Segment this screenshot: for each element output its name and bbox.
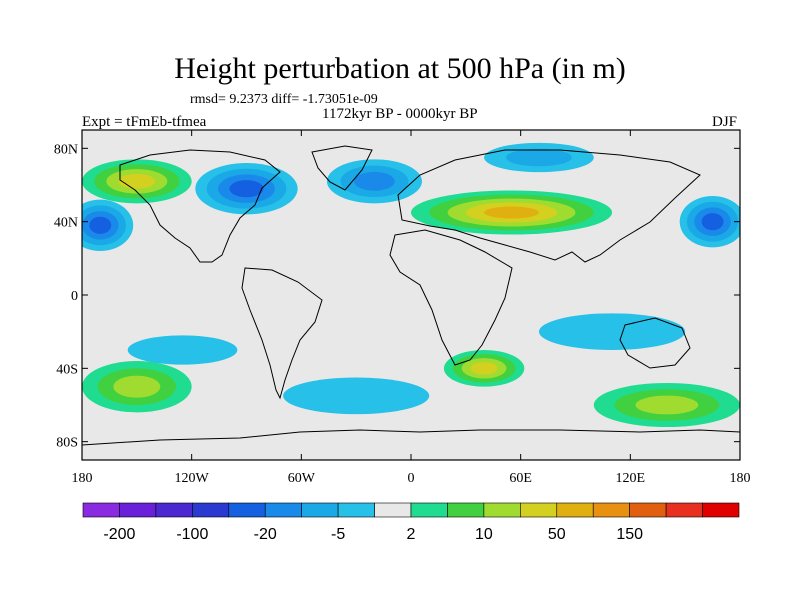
chart-title: Height perturbation at 500 hPa (in m)	[174, 52, 626, 85]
anomaly-australia-low	[538, 313, 686, 350]
anomaly-eurasia-high	[411, 190, 613, 235]
colorbar-swatch	[119, 502, 157, 518]
anomaly-north-america-low	[195, 163, 298, 215]
colorbar-label: -20	[254, 526, 277, 543]
anomaly-contour-band	[89, 216, 112, 234]
colorbar-swatch	[447, 502, 485, 518]
anomaly-contour-band	[118, 174, 156, 189]
axis-ticks: 180 120W 60W 0 60E 120E 180 80N 40N 0 40S 80S	[54, 130, 751, 486]
y-tick-label: 80S	[56, 436, 78, 451]
colorbar-swatch	[228, 502, 266, 518]
anomaly-south-pacific-low	[127, 335, 238, 365]
antarctica-coastline	[82, 429, 740, 446]
anomaly-contour-band	[283, 377, 430, 415]
x-tick-label: 60E	[509, 471, 532, 486]
anomaly-contour-band	[113, 375, 161, 398]
anomaly-contour-band	[127, 335, 238, 365]
anomaly-contour-band	[484, 206, 539, 219]
colorbar-swatch	[301, 502, 339, 518]
x-tick-label: 0	[408, 471, 415, 486]
season-label: DJF	[712, 114, 738, 130]
x-tick-label: 120W	[175, 471, 210, 486]
colorbar-swatch	[192, 502, 230, 518]
experiment-label: Expt = tFmEb-tfmea	[82, 114, 207, 130]
y-tick-label: 40N	[54, 216, 78, 231]
anomaly-north-pacific-low	[82, 199, 134, 251]
colorbar-swatch	[665, 502, 703, 518]
colorbar-swatch	[592, 502, 630, 518]
anomaly-southern-ocean-high	[593, 383, 740, 427]
anomaly-west-pacific-low	[679, 196, 740, 248]
anomaly-north-atlantic-low	[326, 159, 422, 204]
colorbar-swatch	[702, 502, 740, 518]
colorbar-swatch	[629, 502, 667, 518]
greenland-coastline	[311, 145, 373, 191]
y-tick-label: 0	[71, 289, 78, 304]
colorbar-label: 10	[475, 526, 493, 543]
y-tick-label: 40S	[56, 362, 78, 377]
colorbar-label: 50	[548, 526, 566, 543]
colorbar-label: 150	[616, 526, 643, 543]
colorbar-swatch	[82, 502, 120, 518]
y-tick-label: 80N	[54, 142, 78, 157]
eurasia-coastline	[397, 149, 701, 263]
colorbar-label: 2	[407, 526, 416, 543]
x-tick-label: 180	[72, 471, 93, 486]
anomaly-contour-band	[538, 313, 686, 350]
anomaly-siberia-low	[484, 142, 594, 173]
colorbar-swatch	[483, 502, 521, 518]
south-america-coastline	[241, 267, 323, 400]
colorbar-label: -200	[103, 526, 135, 543]
anomaly-south-pacific-high	[82, 361, 192, 413]
anomaly-contour-band	[354, 171, 395, 191]
colorbar-label: -5	[331, 526, 345, 543]
anomaly-contour-band	[701, 213, 724, 231]
colorbar: -200 -100 -20 -5 2 10 50 150	[82, 502, 740, 543]
colorbar-swatch	[155, 502, 193, 518]
anomaly-contour-band	[470, 362, 498, 375]
anomaly-south-atlantic-low	[283, 377, 430, 415]
coastlines	[82, 145, 740, 446]
colorbar-swatch	[410, 502, 448, 518]
australia-coastline	[619, 317, 691, 369]
rmsd-diff-stats: rmsd= 9.2373 diff= -1.73051e-09	[190, 92, 378, 107]
colorbar-swatch	[264, 502, 302, 518]
anomaly-contour-band	[506, 148, 572, 167]
anomaly-alaska-high	[82, 159, 192, 204]
time-period-label: 1172kyr BP - 0000kyr BP	[322, 106, 478, 122]
anomaly-field	[82, 142, 740, 427]
north-america-coastline	[119, 149, 281, 263]
anomaly-contour-band	[635, 395, 699, 415]
x-tick-label: 60W	[288, 471, 316, 486]
anomaly-contour-band	[229, 180, 264, 198]
x-tick-label: 120E	[616, 471, 646, 486]
africa-coastline	[389, 229, 513, 366]
colorbar-swatch	[337, 502, 375, 518]
anomaly-south-indian-high	[443, 350, 525, 387]
colorbar-swatch	[374, 502, 412, 518]
colorbar-label: -100	[176, 526, 208, 543]
colorbar-swatch	[520, 502, 558, 518]
x-tick-label: 180	[730, 471, 751, 486]
colorbar-swatch	[556, 502, 594, 518]
